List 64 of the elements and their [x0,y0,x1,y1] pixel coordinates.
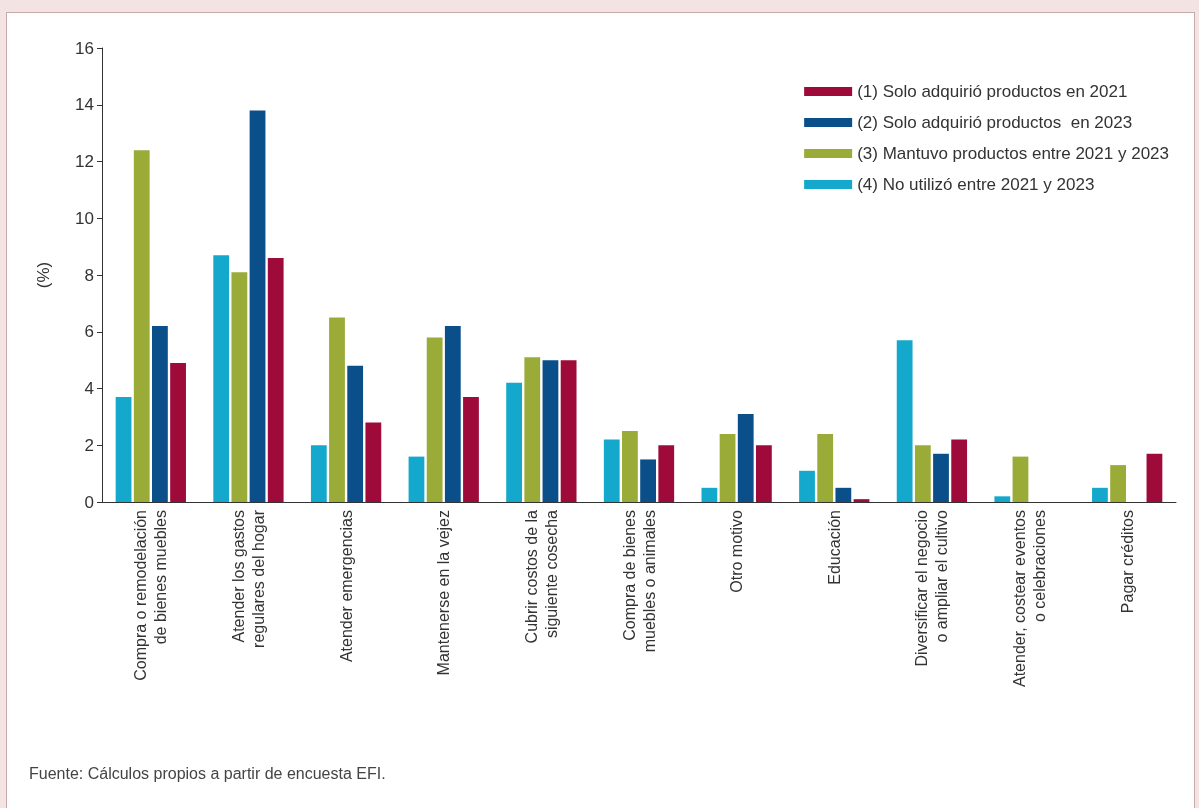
bar [799,470,815,502]
y-tick-label: 2 [84,435,94,455]
bar [951,439,968,502]
bar [267,257,284,502]
bar [1110,465,1126,502]
bar [853,499,870,502]
bar [1012,456,1029,502]
bar [152,326,168,502]
bar [170,362,186,502]
y-tick-label: 6 [84,322,94,342]
bar [524,357,541,502]
bar [426,337,443,502]
bar [701,487,718,502]
y-tick-label: 16 [75,38,94,58]
x-tick-label: Cubrir costos de la siguiente cosecha [522,509,560,644]
bar [994,496,1011,502]
y-tick-label: 0 [84,492,94,512]
bar [365,422,382,502]
bar [310,445,327,502]
bar [603,439,620,502]
bar [231,272,248,502]
bar [408,456,425,502]
bar [347,365,364,502]
legend-label: (1) Solo adquirió productos en 2021 [857,82,1128,101]
x-tick-label: Pagar créditos [1118,510,1136,614]
bar [213,255,230,502]
y-axis-title: (%) [34,261,53,289]
bar [463,397,479,502]
bar [933,453,949,502]
y-tick-label: 4 [84,379,94,398]
bar [249,110,266,502]
bar [1146,453,1163,502]
bar [542,360,559,502]
bar [560,360,577,502]
y-tick-label: 12 [75,152,94,171]
legend-label: (3) Mantuvo productos entre 2021 y 2023 [857,144,1170,163]
legend-label: (4) No utilizó entre 2021 y 2023 [857,175,1095,194]
bar [835,487,852,502]
bar [755,445,772,502]
bar [719,433,736,502]
x-tick-label: Otro motivo [728,509,746,593]
bar [506,382,523,502]
y-tick-label: 8 [84,265,94,285]
bar [1092,487,1108,502]
x-tick-label: Atender emergencias [337,510,355,663]
bar [817,433,834,502]
bar [737,414,754,502]
x-tick-label: Educación [825,510,843,585]
bar [914,445,931,502]
x-tick-label: Diversificar el negocio o ampliar el cultivo [913,509,951,667]
bar [896,340,913,502]
y-tick-label: 14 [75,95,94,115]
bar [640,459,656,502]
bar [622,431,638,502]
bar [444,326,461,502]
bar [133,150,150,502]
x-tick-label: Compra o remodelación de bienes muebles [132,510,170,681]
bar [115,397,132,502]
bar [329,317,345,502]
bar [658,445,675,502]
y-tick-label: 10 [75,208,94,228]
x-tick-label: Mantenerse en la vejez [435,510,453,676]
source-note: Fuente: Cálculos propios a partir de encuesta EFI. [29,765,386,783]
legend-label: (2) Solo adquirió productos en 2023 [857,113,1133,132]
